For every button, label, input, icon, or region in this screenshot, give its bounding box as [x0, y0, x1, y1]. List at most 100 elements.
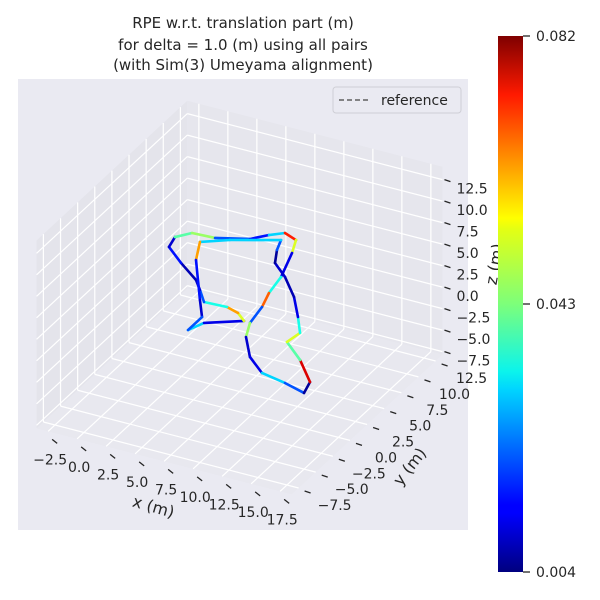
trajectory-segment — [202, 319, 246, 325]
trajectory-segment — [296, 315, 302, 335]
x-tick-mark — [196, 476, 203, 482]
trajectory-segment — [198, 288, 206, 304]
trajectory-segment — [244, 321, 252, 339]
grid-line-z — [36, 242, 188, 383]
trajectory-segment — [292, 295, 300, 319]
z-tick-mark — [444, 222, 451, 226]
grid-line-z — [187, 134, 443, 202]
x-tick-label: 2.5 — [97, 467, 119, 483]
x-tick-mark — [51, 438, 58, 444]
trajectory-segment — [283, 231, 298, 242]
y-tick-label: −5.0 — [335, 482, 369, 498]
z-tick-label: 0.0 — [456, 289, 478, 305]
title-line-2: for delta = 1.0 (m) using all pairs — [118, 36, 368, 54]
y-tick-label: 0.0 — [375, 450, 397, 466]
grid-line-z — [187, 220, 443, 288]
y-tick-mark — [338, 458, 346, 462]
trajectory-segment — [290, 238, 298, 255]
y-tick-label: 5.0 — [409, 419, 431, 435]
z-tick-mark — [444, 286, 451, 290]
z-tick-mark — [444, 329, 451, 333]
z-tick-label: 2.5 — [456, 268, 478, 284]
x-tick-mark — [138, 461, 145, 467]
trajectory-segment — [167, 235, 177, 249]
grid-line-z — [36, 199, 188, 340]
trajectory-segment — [173, 231, 194, 239]
grid-line-y — [128, 342, 385, 410]
trajectory-segment — [283, 381, 306, 395]
grid-line-y — [60, 405, 316, 473]
trajectory — [167, 231, 312, 395]
x-tick-label: 7.5 — [155, 482, 177, 498]
z-tick-mark — [444, 351, 451, 355]
y-tick-mark — [321, 474, 328, 478]
grid-line-z — [187, 156, 443, 224]
z-tick-mark — [444, 179, 451, 183]
grid-line-z — [36, 113, 188, 254]
y-tick-mark — [355, 442, 363, 446]
y-tick-label: 7.5 — [426, 403, 448, 419]
trajectory-segment — [236, 311, 246, 323]
grid-line-z — [36, 134, 188, 276]
z-tick-label: −7.5 — [456, 354, 490, 370]
trajectory-segment — [248, 355, 264, 375]
trajectory-segment — [248, 233, 271, 241]
grid-line-y — [77, 389, 334, 457]
z-tick-label: 7.5 — [456, 225, 478, 241]
trajectory-segment — [194, 258, 202, 302]
x-tick-mark — [109, 453, 116, 459]
trajectory-segment — [198, 298, 204, 319]
z-tick-mark — [444, 243, 451, 247]
trajectory-segment — [248, 305, 264, 325]
z-tick-label: 12.5 — [456, 182, 487, 198]
grid-line-z — [36, 220, 188, 362]
z-tick-label: −5.0 — [456, 332, 490, 348]
trajectory-segment — [273, 261, 287, 279]
grid-line-z — [36, 177, 188, 319]
y-tick-mark — [441, 363, 448, 367]
grid-line-y — [43, 421, 299, 489]
colorbar-gradient — [498, 36, 523, 572]
trajectory-segment — [260, 371, 287, 385]
z-tick-label: 5.0 — [456, 246, 478, 262]
z-tick-label: 10.0 — [456, 203, 487, 219]
z-tick-label: −2.5 — [456, 311, 490, 327]
trajectory-segment — [194, 240, 202, 262]
trajectory-segment — [260, 291, 271, 309]
grid-line-z — [36, 285, 188, 426]
trajectory-segment — [202, 300, 229, 309]
x-tick-mark — [167, 468, 174, 474]
trajectory-segment — [225, 305, 240, 315]
grid-lines — [36, 103, 443, 492]
grid-line-z — [187, 285, 443, 353]
trajectory-segment — [298, 358, 312, 384]
y-tick-mark — [424, 379, 431, 383]
title-line-3: (with Sim(3) Umeyama alignment) — [113, 56, 373, 74]
trajectory-segment — [190, 231, 217, 240]
colorbar-tick-label: 0.004 — [536, 565, 576, 581]
x-tick-label: 15.0 — [238, 505, 269, 521]
x-tick-mark — [254, 491, 261, 497]
y-tick-mark — [390, 411, 397, 415]
grid-line-z — [187, 263, 443, 331]
colorbar-tick-label: 0.082 — [536, 29, 576, 45]
trajectory-segment — [179, 261, 198, 282]
y-tick-label: −7.5 — [318, 498, 352, 514]
z-tick-mark — [444, 200, 451, 204]
x-tick-label: 0.0 — [68, 460, 90, 476]
trajectory-segment — [285, 331, 302, 344]
y-tick-mark — [304, 490, 311, 494]
grid-line-y — [145, 326, 402, 394]
chart-title: RPE w.r.t. translation part (m) for delt… — [113, 14, 373, 74]
trajectory-segment — [273, 248, 279, 265]
grid-line-z — [36, 156, 188, 297]
trajectory-segment — [167, 245, 183, 265]
colorbar-tick-label: 0.043 — [536, 297, 576, 313]
z-tick-mark — [444, 265, 451, 269]
y-tick-mark — [372, 426, 380, 431]
x-tick-mark — [225, 483, 232, 489]
x-tick-label: −2.5 — [33, 452, 67, 468]
x-tick-label: 5.0 — [126, 475, 148, 491]
x-tick-label: 10.0 — [180, 490, 211, 506]
